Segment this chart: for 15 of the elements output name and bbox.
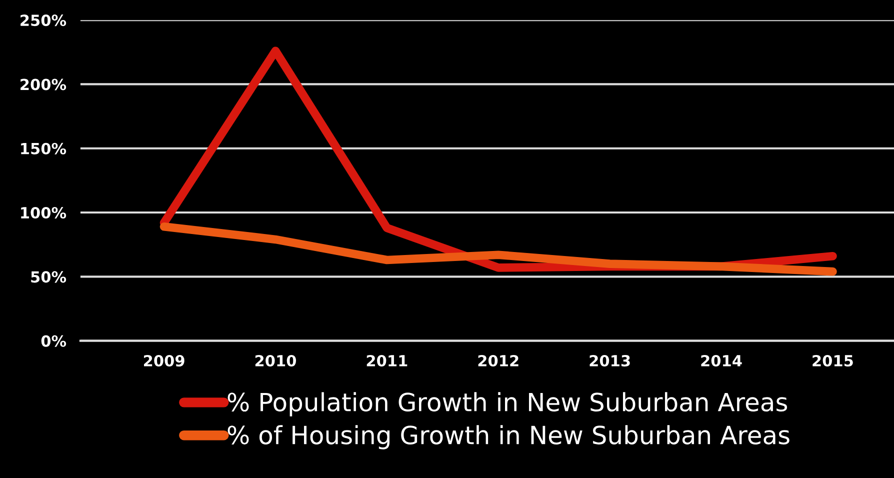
x-tick-label: 2014 xyxy=(701,354,742,367)
y-tick-label: 0% xyxy=(41,335,66,347)
legend-label: % Population Growth in New Suburban Areas xyxy=(228,392,788,416)
x-tick-label: 2013 xyxy=(590,354,630,367)
x-tick-label: 2011 xyxy=(366,354,408,367)
y-tick-label: 150% xyxy=(21,142,66,154)
y-tick-label: 50% xyxy=(31,271,66,283)
x-tick-label: 2010 xyxy=(255,354,296,367)
legend-label: % of Housing Growth in New Suburban Areas xyxy=(228,425,790,450)
x-tick-label: 2015 xyxy=(812,354,853,367)
y-tick-label: 250% xyxy=(20,14,66,26)
x-tick-label: 2009 xyxy=(144,354,184,367)
y-tick-label: 100% xyxy=(21,206,66,219)
y-tick-label: 200% xyxy=(20,78,66,90)
x-tick-label: 2012 xyxy=(478,354,518,367)
